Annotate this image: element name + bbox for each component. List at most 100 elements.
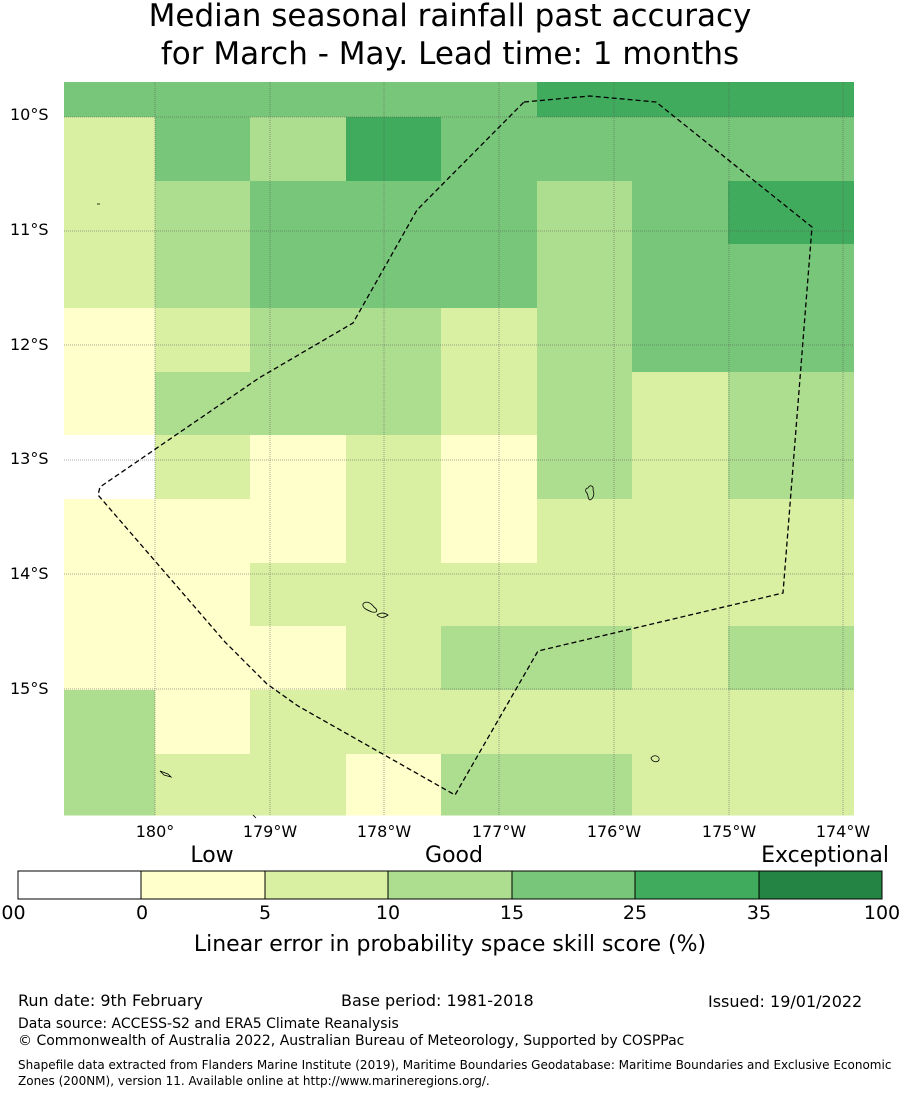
grid-cell <box>346 435 442 500</box>
colorbar-tick-25: 25 <box>622 902 648 924</box>
grid-cell <box>728 754 824 816</box>
grid-cell <box>346 499 442 564</box>
grid-cell <box>155 308 251 373</box>
colorbar-segment <box>387 870 513 900</box>
map-title-line1: Median seasonal rainfall past accuracy <box>148 0 752 34</box>
issued-date: Issued: 19/01/2022 <box>708 992 863 1011</box>
grid-cell <box>250 754 347 816</box>
grid-cell <box>441 563 538 627</box>
grid-cell-edge <box>823 82 854 118</box>
grid-cell <box>250 626 347 691</box>
grid-cell <box>346 181 442 245</box>
grid-cell <box>632 626 729 691</box>
grid-cell <box>155 244 251 309</box>
grid-cell-edge <box>823 372 854 436</box>
lon-label-179w: 179°W <box>242 822 298 841</box>
grid-cell-edge <box>823 563 854 627</box>
grid-cell <box>64 181 156 245</box>
colorbar-segment <box>17 870 142 900</box>
grid-cell-edge <box>823 181 854 245</box>
grid-cell <box>64 244 156 309</box>
grid-cell <box>64 82 156 118</box>
shapefile-credit: Shapefile data extracted from Flanders M… <box>18 1058 892 1088</box>
grid-cell <box>537 244 633 309</box>
grid-cell <box>441 117 538 182</box>
grid-cell <box>441 690 538 755</box>
lat-label-13s: 13°S <box>10 449 49 468</box>
colorbar-tick-0: 0 <box>135 902 149 924</box>
grid-cell <box>250 499 347 564</box>
grid-cell <box>64 563 156 627</box>
lon-label-180: 180° <box>135 822 175 841</box>
grid-cell <box>537 690 633 755</box>
grid-cell <box>346 372 442 436</box>
lat-label-11s: 11°S <box>10 220 49 239</box>
colorbar <box>17 870 883 900</box>
grid-cell <box>441 244 538 309</box>
grid-cell <box>632 117 729 182</box>
grid-cell <box>537 563 633 627</box>
grid-cell <box>64 626 156 691</box>
grid-cell <box>632 563 729 627</box>
grid-cell <box>64 499 156 564</box>
lon-label-176w: 176°W <box>586 822 642 841</box>
grid-cell <box>537 626 633 691</box>
grid-cell <box>250 690 347 755</box>
grid-cell <box>346 308 442 373</box>
grid-cell <box>632 372 729 436</box>
grid-cell <box>632 690 729 755</box>
grid-cell <box>64 435 156 500</box>
colorbar-tick-100: 100 <box>863 902 900 924</box>
copyright: © Commonwealth of Australia 2022, Austra… <box>18 1033 685 1049</box>
grid-cell-edge <box>823 499 854 564</box>
grid-cell <box>632 82 729 118</box>
colorbar-tick-10: 10 <box>375 902 401 924</box>
grid-cell <box>346 754 442 816</box>
grid-cell-edge <box>823 435 854 500</box>
grid-cell <box>728 117 824 182</box>
grid-cell <box>537 754 633 816</box>
grid-cell <box>250 181 347 245</box>
grid-cell <box>728 82 824 118</box>
grid-cell <box>155 117 251 182</box>
island-wallis <box>650 755 660 763</box>
grid-cell <box>441 82 538 118</box>
grid-cell <box>537 181 633 245</box>
grid-cell <box>346 690 442 755</box>
colorbar-tick-5: 5 <box>258 902 272 924</box>
island-upolu <box>376 612 389 618</box>
lon-label-178w: 178°W <box>356 822 412 841</box>
grid-cell <box>155 82 251 118</box>
grid-cell <box>346 117 442 182</box>
colorbar-segment <box>264 870 389 900</box>
grid-cell-edge <box>823 117 854 182</box>
grid-cell <box>728 690 824 755</box>
grid-cell <box>441 181 538 245</box>
grid-cell <box>632 754 729 816</box>
grid-cell <box>441 754 538 816</box>
grid-cell-edge <box>823 626 854 691</box>
grid-cell <box>728 181 824 245</box>
coastlines <box>97 203 660 819</box>
lat-label-15s: 15°S <box>10 679 49 698</box>
lat-label-10s: 10°S <box>10 105 49 124</box>
grid-cell <box>250 372 347 436</box>
lon-label-174w: 174°W <box>815 822 871 841</box>
lat-label-12s: 12°S <box>10 335 49 354</box>
grid-cell <box>441 435 538 500</box>
grid-cell <box>728 244 824 309</box>
map-gridlines <box>64 82 854 815</box>
eez-boundary <box>97 95 813 796</box>
grid-cell <box>250 117 347 182</box>
grid-cell <box>64 754 156 816</box>
grid-cell <box>346 244 442 309</box>
colorbar-tick-neg100: -100 <box>0 902 26 924</box>
skill-grid <box>64 82 854 816</box>
grid-cell <box>632 499 729 564</box>
grid-cell <box>728 499 824 564</box>
grid-cell <box>632 181 729 245</box>
grid-cell <box>537 308 633 373</box>
grid-cell-edge <box>823 690 854 755</box>
grid-cell <box>441 499 538 564</box>
lat-label-14s: 14°S <box>10 564 49 583</box>
